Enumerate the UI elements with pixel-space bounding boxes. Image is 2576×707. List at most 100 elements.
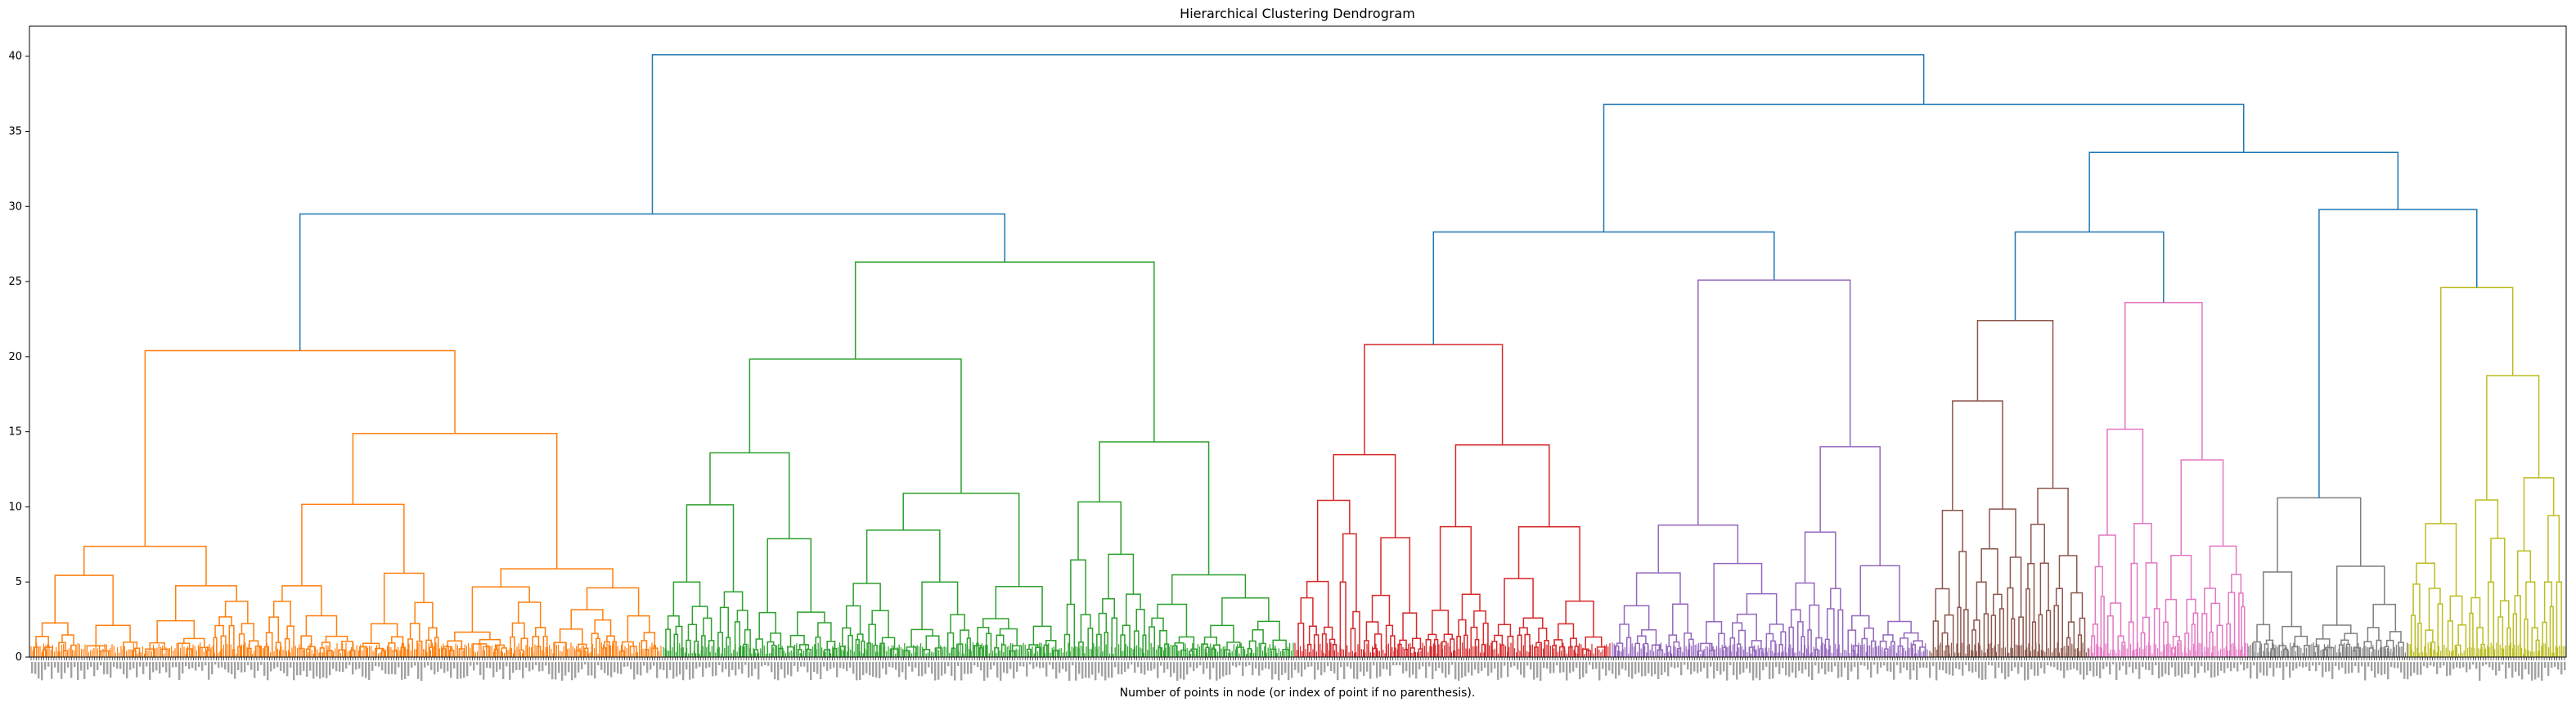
x-leaf-label-glyph <box>931 662 933 674</box>
x-leaf-label-glyph <box>309 662 312 671</box>
x-leaf-label-glyph <box>326 662 328 678</box>
x-leaf-label-glyph <box>1877 662 1879 674</box>
dendrogram-link <box>1976 320 2054 489</box>
x-leaf-label-glyph <box>633 662 636 680</box>
dendrogram-link <box>805 649 812 657</box>
dendrogram-link <box>2282 625 2302 646</box>
x-leaf-label-glyph <box>1706 662 1709 679</box>
x-leaf-label-glyph <box>1916 662 1918 680</box>
dendrogram-link <box>1126 593 1141 626</box>
x-leaf-label-glyph <box>2528 662 2530 675</box>
dendrogram-link <box>559 628 583 645</box>
x-leaf-label-glyph <box>241 662 243 673</box>
y-tick-label: 5 <box>16 576 22 588</box>
dendrogram-link <box>1713 562 1763 622</box>
dendrogram-link <box>1859 565 1900 622</box>
dendrogram-link <box>1535 642 1542 657</box>
x-leaf-label-glyph <box>1320 662 1323 676</box>
x-leaf-label-glyph <box>221 662 223 668</box>
x-leaf-label-glyph <box>270 662 272 672</box>
x-leaf-label-glyph <box>1441 662 1444 673</box>
dendrogram-link <box>1983 613 1989 657</box>
x-leaf-label-glyph <box>198 662 200 667</box>
x-leaf-label-glyph <box>2492 662 2494 670</box>
dendrogram-link <box>708 640 715 657</box>
x-leaf-label-glyph <box>875 662 878 678</box>
x-leaf-label-glyph <box>2521 662 2524 680</box>
x-leaf-label-glyph <box>993 662 996 666</box>
x-leaf-label-glyph <box>1209 662 1212 680</box>
dendrogram-link <box>2106 428 2144 535</box>
dendrogram-link <box>868 624 876 646</box>
x-leaf-label-glyph <box>2017 662 2020 674</box>
x-leaf-label-glyph <box>1239 662 1241 666</box>
x-leaf-label-glyph <box>738 662 740 669</box>
dendrogram-link <box>797 649 802 657</box>
x-leaf-label-glyph <box>54 662 56 668</box>
dendrogram-link <box>1157 603 1188 637</box>
dendrogram-link <box>627 615 650 642</box>
x-leaf-label-glyph <box>74 662 76 668</box>
dendrogram-link <box>1980 547 1998 595</box>
x-leaf-label-glyph <box>1968 662 1971 672</box>
dendrogram-link <box>2524 618 2529 657</box>
x-leaf-label-glyph <box>1749 662 1751 673</box>
x-leaf-label-glyph <box>250 662 253 670</box>
dendrogram-link <box>667 615 680 630</box>
x-leaf-label-glyph <box>1059 662 1061 673</box>
x-leaf-label-glyph <box>823 662 825 667</box>
x-leaf-label-glyph <box>620 662 623 674</box>
x-leaf-label-glyph <box>237 662 240 671</box>
x-leaf-label-glyph <box>2034 662 2036 676</box>
x-leaf-label-glyph <box>1906 662 1908 671</box>
x-leaf-label-glyph <box>1523 662 1526 678</box>
x-leaf-label-glyph <box>247 662 250 665</box>
x-leaf-label-glyph <box>682 662 685 681</box>
x-leaf-label-glyph <box>663 662 665 671</box>
x-leaf-label-glyph <box>2377 662 2380 674</box>
x-leaf-label-glyph <box>316 662 318 677</box>
x-leaf-label-glyph <box>1147 662 1149 671</box>
x-leaf-label-glyph <box>617 662 619 674</box>
dendrogram-link <box>1497 624 1512 637</box>
dendrogram-link <box>2058 555 2078 593</box>
x-leaf-label-glyph <box>558 662 560 673</box>
dendrogram-link <box>2045 610 2052 657</box>
x-leaf-label-glyph <box>2194 662 2196 678</box>
x-leaf-label-glyph <box>172 662 174 668</box>
x-leaf-label-glyph <box>1579 662 1581 680</box>
x-leaf-label-glyph <box>1402 662 1405 673</box>
dendrogram-link <box>2335 565 2385 625</box>
x-leaf-label-glyph <box>718 662 721 665</box>
x-leaf-label-glyph <box>977 662 979 668</box>
dendrogram-link <box>651 54 1925 214</box>
x-leaf-label-glyph <box>97 662 99 670</box>
dendrogram-link <box>268 616 280 642</box>
x-leaf-label-glyph <box>656 662 659 678</box>
x-leaf-label-glyph <box>1373 662 1375 666</box>
x-leaf-label-glyph <box>967 662 969 674</box>
dendrogram-link <box>2018 616 2024 657</box>
x-leaf-label-glyph <box>257 662 259 671</box>
x-leaf-label-glyph <box>1379 662 1382 677</box>
x-leaf-label-glyph <box>306 662 308 678</box>
x-leaf-label-glyph <box>1055 662 1058 679</box>
x-leaf-label-glyph <box>263 662 266 676</box>
dendrogram-link <box>1697 279 1851 525</box>
dendrogram-link <box>1522 617 1544 628</box>
x-leaf-label-glyph <box>1363 662 1365 676</box>
x-leaf-label-glyph <box>1625 662 1627 671</box>
x-leaf-label-glyph <box>2001 662 2003 673</box>
dendrogram-link <box>1402 612 1418 641</box>
x-leaf-label-glyph <box>1487 662 1490 676</box>
x-leaf-label-glyph <box>869 662 871 676</box>
x-leaf-label-glyph <box>496 662 498 673</box>
x-leaf-label-glyph <box>1818 662 1820 674</box>
dendrogram-link <box>2385 639 2394 657</box>
x-leaf-label-glyph <box>1461 662 1463 678</box>
dendrogram-link <box>847 634 853 657</box>
x-leaf-label-glyph <box>2403 662 2406 679</box>
x-leaf-label-glyph <box>2125 662 2128 675</box>
x-leaf-label-glyph <box>548 662 551 674</box>
x-leaf-label-glyph <box>2227 662 2229 669</box>
